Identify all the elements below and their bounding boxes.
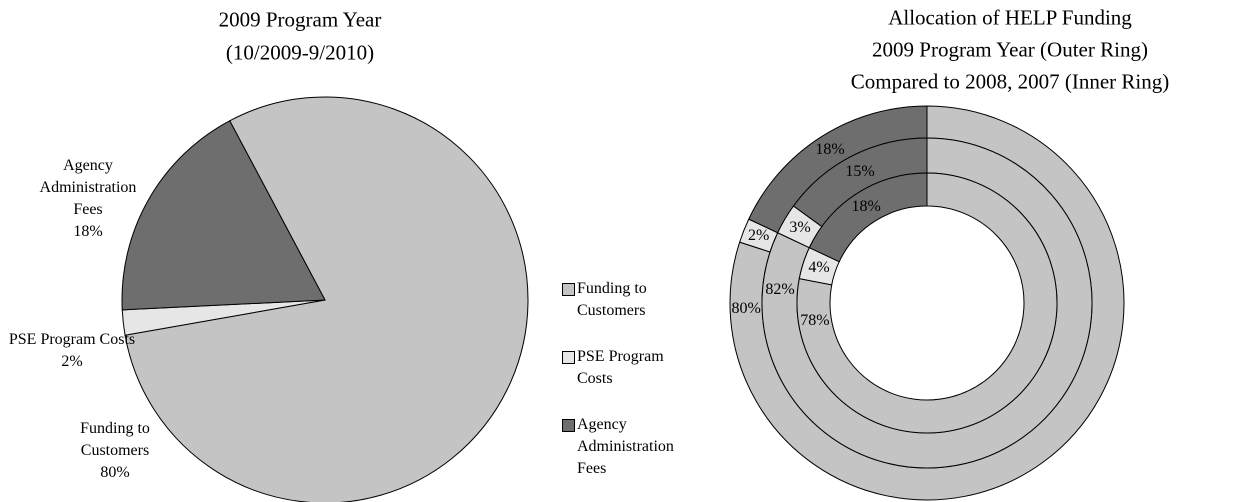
- chart-title: 2009 Program Year (Outer Ring): [872, 37, 1148, 62]
- pie-slice: [121, 120, 326, 311]
- slice-value: 80%: [100, 464, 130, 481]
- slice-label: PSE Program Costs: [8, 331, 136, 348]
- segment-value: 78%: [800, 312, 830, 330]
- legend-swatch: [562, 351, 575, 364]
- segment-value: 18%: [815, 141, 845, 159]
- slice-value: 2%: [61, 353, 83, 370]
- segment-value: 3%: [789, 218, 811, 236]
- chart-title: 2009 Program Year: [218, 7, 382, 32]
- legend-label: Agency Administration Fees: [577, 416, 674, 477]
- chart-title: (10/2009-9/2010): [225, 40, 375, 65]
- donut-segment: [808, 172, 928, 263]
- segment-value: 18%: [851, 198, 881, 216]
- segment-value: 2%: [748, 227, 770, 245]
- legend-label: PSE Program Costs: [577, 348, 664, 387]
- segment-value: 82%: [765, 280, 795, 298]
- slice-label: Funding to Customers: [80, 420, 150, 459]
- slice-value: 18%: [73, 223, 103, 240]
- legend-swatch: [562, 419, 575, 432]
- segment-value: 15%: [845, 162, 875, 180]
- legend-entry: Funding to Customers: [562, 278, 697, 322]
- segment-value: 80%: [731, 300, 761, 318]
- legend-entry: Agency Administration Fees: [562, 414, 697, 480]
- segment-value: 4%: [808, 258, 830, 276]
- legend-label: Funding to Customers: [577, 280, 647, 319]
- slice-label: Agency Administration Fees: [39, 157, 137, 218]
- pie-slice: [124, 96, 529, 502]
- legend-swatch: [562, 283, 575, 296]
- chart-title: Allocation of HELP Funding: [888, 5, 1132, 30]
- legend-entry: PSE Program Costs: [562, 346, 697, 390]
- chart-title: Compared to 2008, 2007 (Inner Ring): [850, 69, 1170, 94]
- donut-segment: [796, 172, 1058, 434]
